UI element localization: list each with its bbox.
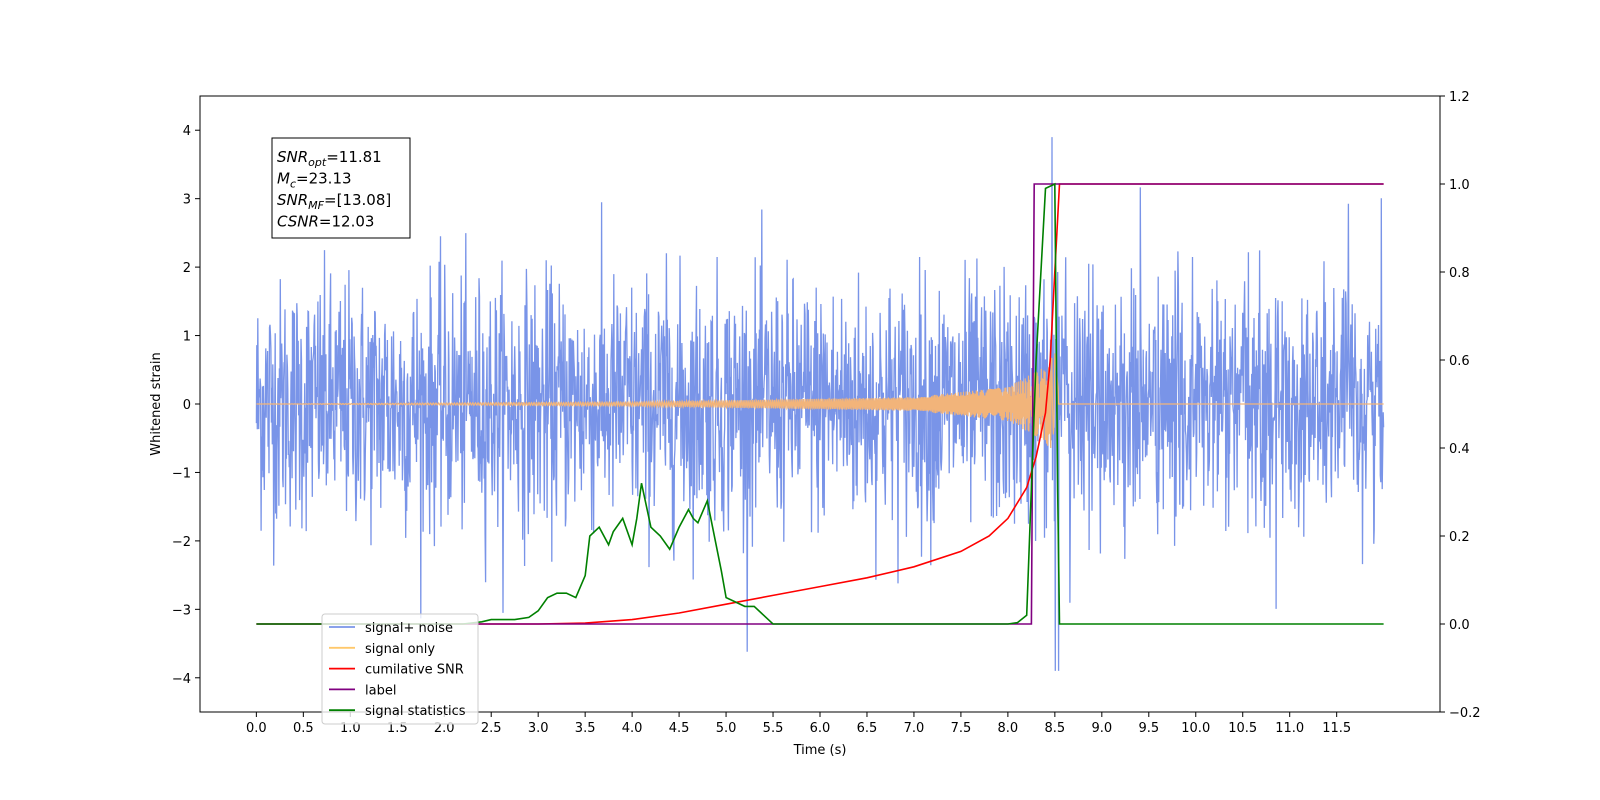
stats-box: SNRopt=11.81Mc=23.13SNRMF=[13.08]CSNR=12…: [271, 137, 411, 239]
y2-tick-label: −0.2: [1449, 706, 1481, 721]
series-layer: [255, 137, 1385, 671]
stat-line: SNRMF=[13.08]: [277, 191, 391, 212]
x-tick-label: 9.5: [1138, 721, 1159, 736]
legend-label: signal+ noise: [365, 621, 453, 636]
y2-tick-label: 0.6: [1449, 354, 1470, 369]
x-tick-label: 4.5: [669, 721, 690, 736]
stat-line: SNRopt=11.81: [277, 148, 382, 169]
y-tick-label: 4: [183, 124, 191, 139]
series-signal-noise-line: [255, 137, 1385, 671]
x-tick-label: 0.0: [246, 721, 267, 736]
y-tick-label: −3: [172, 603, 191, 618]
legend-frame: [321, 613, 479, 725]
x-tick-label: 2.5: [481, 721, 502, 736]
stat-line: Mc=23.13: [277, 170, 352, 191]
y-tick-label: 2: [183, 261, 191, 276]
y-tick-label: 1: [183, 330, 191, 345]
x-tick-label: 1.5: [387, 721, 408, 736]
legend-label: signal statistics: [365, 704, 466, 719]
stats-box-frame: [271, 137, 411, 239]
x-tick-label: 8.5: [1045, 721, 1066, 736]
y2-tick-label: 0.0: [1449, 618, 1470, 633]
x-tick-label: 3.0: [528, 721, 549, 736]
x-tick-label: 5.0: [716, 721, 737, 736]
x-tick-label: 0.5: [293, 721, 314, 736]
x-axis-label: Time (s): [793, 743, 847, 758]
series-cumilative-snr-line: [256, 183, 1384, 625]
y-tick-label: 0: [183, 398, 191, 413]
x-tick-label: 3.5: [575, 721, 596, 736]
x-tick-label: 10.0: [1181, 721, 1210, 736]
legend-label: label: [365, 683, 396, 698]
y2-tick-label: 1.2: [1449, 90, 1470, 105]
x-tick-label: 4.0: [622, 721, 643, 736]
x-tick-label: 5.5: [763, 721, 784, 736]
y2-tick-label: 0.4: [1449, 442, 1470, 457]
y-axis-right: −0.2 0.0 0.2 0.4 0.6 0.8 1.0 1.2: [1440, 90, 1481, 721]
x-axis: 0.0 0.5 1.0 1.5 2.0 2.5 3.0 3.5 4.0 4.5 5.0 5.5 6.0 6…: [246, 712, 1351, 736]
legend-label: signal only: [365, 642, 435, 657]
x-tick-label: 11.0: [1275, 721, 1304, 736]
x-tick-label: 2.0: [434, 721, 455, 736]
x-tick-label: 9.0: [1091, 721, 1112, 736]
y2-tick-label: 0.2: [1449, 530, 1470, 545]
y2-tick-label: 0.8: [1449, 266, 1470, 281]
y2-tick-label: 1.0: [1449, 178, 1470, 193]
x-tick-label: 8.0: [998, 721, 1019, 736]
y-tick-label: −1: [172, 466, 191, 481]
x-tick-label: 6.5: [857, 721, 878, 736]
y-axis-label: Whitened strain: [149, 352, 164, 455]
series-signal-statistics-line: [256, 182, 1384, 625]
x-tick-label: 7.5: [951, 721, 972, 736]
x-tick-label: 10.5: [1228, 721, 1257, 736]
x-tick-label: 6.0: [810, 721, 831, 736]
y-tick-label: 3: [183, 193, 191, 208]
legend: signal+ noise signal only cumilative SNR la…: [321, 613, 479, 725]
x-tick-label: 7.0: [904, 721, 925, 736]
y-tick-label: −4: [172, 672, 191, 687]
legend-label: cumilative SNR: [365, 663, 464, 678]
y-tick-label: −2: [172, 535, 191, 550]
x-tick-label: 11.5: [1322, 721, 1351, 736]
x-tick-label: 1.0: [340, 721, 361, 736]
y-axis-left: −4 −3 −2 −1 0 1 2 3 4: [172, 124, 200, 687]
series-signal-only-line: [256, 353, 1384, 449]
stat-line: CSNR=12.03: [277, 213, 374, 231]
